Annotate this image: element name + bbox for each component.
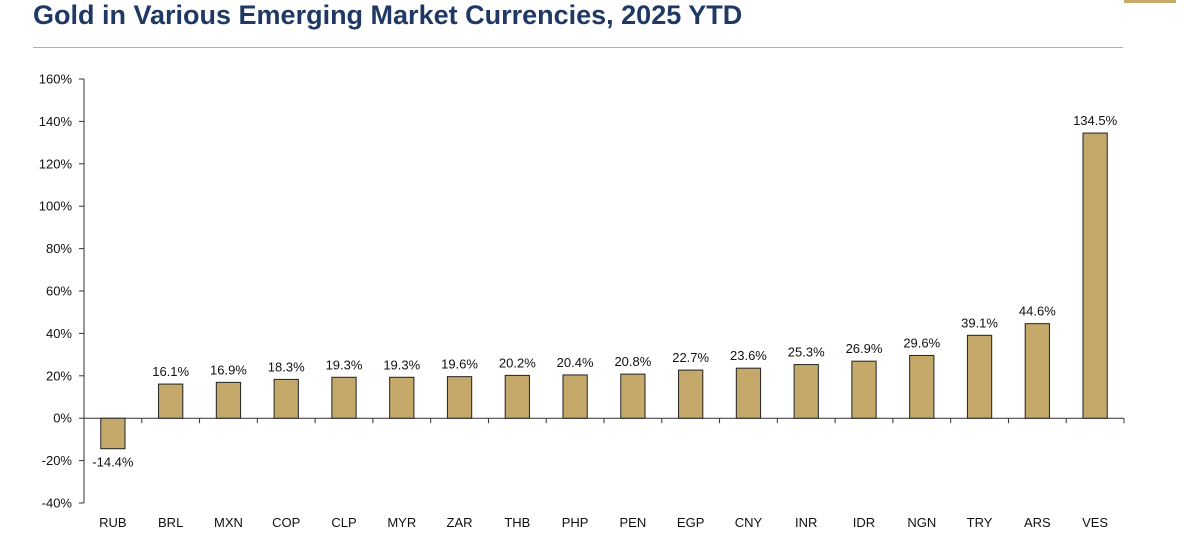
bar	[1024, 323, 1050, 419]
y-tick-label: 160%	[39, 72, 73, 87]
data-label: 19.3%	[326, 357, 363, 372]
x-tick-label: TRY	[967, 515, 993, 530]
data-label: 44.6%	[1019, 304, 1056, 319]
x-tick-label: BRL	[158, 515, 183, 530]
bar	[966, 334, 993, 419]
data-label: 39.1%	[961, 315, 998, 330]
data-labels: -14.4% 16.1% 16.9% 18.3% 19.3% 19.3% 19.6% 20.2…	[92, 113, 1117, 470]
y-tick-label: 100%	[39, 199, 73, 214]
data-label: 20.2%	[499, 355, 536, 370]
y-tick-label: 40%	[46, 326, 72, 341]
data-label: 29.6%	[903, 335, 940, 350]
corner-accent	[1124, 0, 1176, 3]
y-tick-label: 60%	[46, 284, 72, 299]
bar	[1082, 132, 1108, 419]
bar	[735, 367, 762, 419]
y-tick-label: 80%	[46, 241, 72, 256]
y-tick-label: 20%	[46, 368, 72, 383]
data-label: -14.4%	[92, 455, 134, 470]
x-tick-label: CNY	[735, 515, 763, 530]
x-tick-label: NGN	[907, 515, 936, 530]
y-tick-label: 140%	[39, 114, 73, 129]
bar	[100, 417, 126, 450]
data-label: 19.6%	[441, 357, 478, 372]
y-tick-label: 120%	[39, 156, 73, 171]
x-tick-label: VES	[1082, 515, 1108, 530]
data-label: 25.3%	[788, 345, 825, 360]
x-tick-label: INR	[795, 515, 817, 530]
x-tick-label: CLP	[331, 515, 356, 530]
bar	[331, 376, 357, 419]
x-tick-label: IDR	[853, 515, 875, 530]
bar	[909, 354, 935, 419]
bar	[851, 360, 877, 419]
x-tick-label: EGP	[677, 515, 704, 530]
x-tick-label: ZAR	[447, 515, 473, 530]
bar	[678, 369, 704, 419]
data-label: 16.1%	[152, 364, 189, 379]
bar	[620, 373, 646, 419]
x-tick-label: COP	[272, 515, 300, 530]
chart-title: Gold in Various Emerging Market Currenci…	[33, 0, 743, 30]
data-label: 22.7%	[672, 350, 709, 365]
x-tick-label: RUB	[99, 515, 126, 530]
data-label: 23.6%	[730, 348, 767, 363]
x-tick-label: PEN	[620, 515, 647, 530]
title-divider	[33, 47, 1123, 48]
y-tick-label: 0%	[53, 411, 72, 426]
x-axis: RUB BRL MXN COP CLP MYR ZAR THB PHP PEN EGP CNY INR I…	[83, 417, 1125, 530]
data-label: 26.9%	[846, 341, 883, 356]
bar	[215, 381, 242, 419]
x-tick-label: MYR	[387, 515, 416, 530]
data-label: 20.8%	[614, 354, 651, 369]
x-tick-label: PHP	[562, 515, 589, 530]
data-label: 20.4%	[557, 355, 594, 370]
data-label: 18.3%	[268, 359, 305, 374]
bar	[793, 364, 819, 419]
x-tick-label: MXN	[214, 515, 243, 530]
x-tick-label: ARS	[1024, 515, 1051, 530]
bar	[562, 374, 588, 419]
bars	[100, 132, 1108, 450]
bar	[389, 376, 415, 419]
bar	[504, 374, 530, 419]
y-tick-label: -40%	[42, 496, 73, 511]
data-label: 19.3%	[383, 357, 420, 372]
data-label: 134.5%	[1073, 113, 1118, 128]
bar	[158, 383, 184, 419]
x-tick-label: THB	[504, 515, 530, 530]
data-label: 16.9%	[210, 362, 247, 377]
y-axis: -40% -20% 0% 20% 40% 60% 80% 100% 120% 140% 160%	[39, 72, 85, 511]
bar	[273, 378, 299, 419]
bar	[446, 376, 473, 419]
y-tick-label: -20%	[42, 453, 73, 468]
